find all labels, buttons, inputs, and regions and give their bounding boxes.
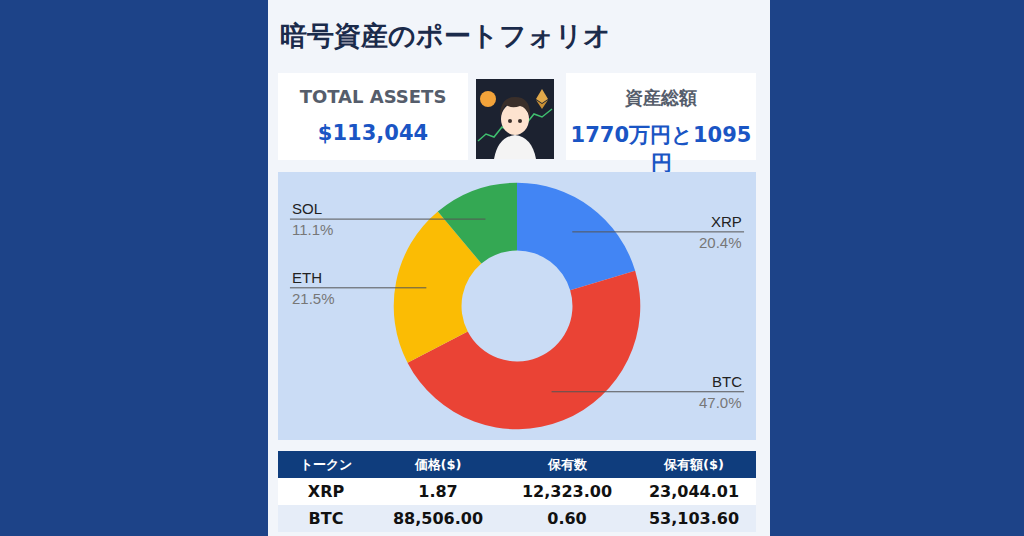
svg-text:47.0%: 47.0% [699,394,742,411]
html-text:88,506.00: 88,506.00 [393,509,483,528]
html-text:0.60: 0.60 [547,509,587,528]
html-text:1770万円と1095円: 1770万円と1095円 [570,123,752,175]
svg-text:SOL: SOL [292,200,322,217]
html-text:XRP: XRP [307,482,345,501]
html-text:保有数: 保有数 [547,456,587,472]
svg-text:20.4%: 20.4% [699,234,742,251]
html-text:23,044.01: 23,044.01 [649,482,739,501]
html-text:12,323.00: 12,323.00 [522,482,612,501]
svg-text:XRP: XRP [711,213,742,230]
html-text:資産総額: 資産総額 [625,87,697,108]
html-text:BTC: BTC [308,509,344,528]
svg-text:ETH: ETH [292,269,322,286]
svg-text:21.5%: 21.5% [292,290,335,307]
svg-text:BTC: BTC [712,373,742,390]
html-text:$113,044: $113,044 [317,121,429,145]
html-text:暗号資産のポートフォリオ: 暗号資産のポートフォリオ [280,20,611,51]
html-text:TOTAL ASSETS: TOTAL ASSETS [299,86,447,107]
html-text:1.87: 1.87 [418,482,458,501]
svg-text:11.1%: 11.1% [292,221,333,238]
html-text:トークン: トークン [300,456,352,472]
html-text:53,103.60: 53,103.60 [649,509,739,528]
html-text:保有額($): 保有額($) [664,456,724,472]
html-text:価格($): 価格($) [414,456,462,472]
